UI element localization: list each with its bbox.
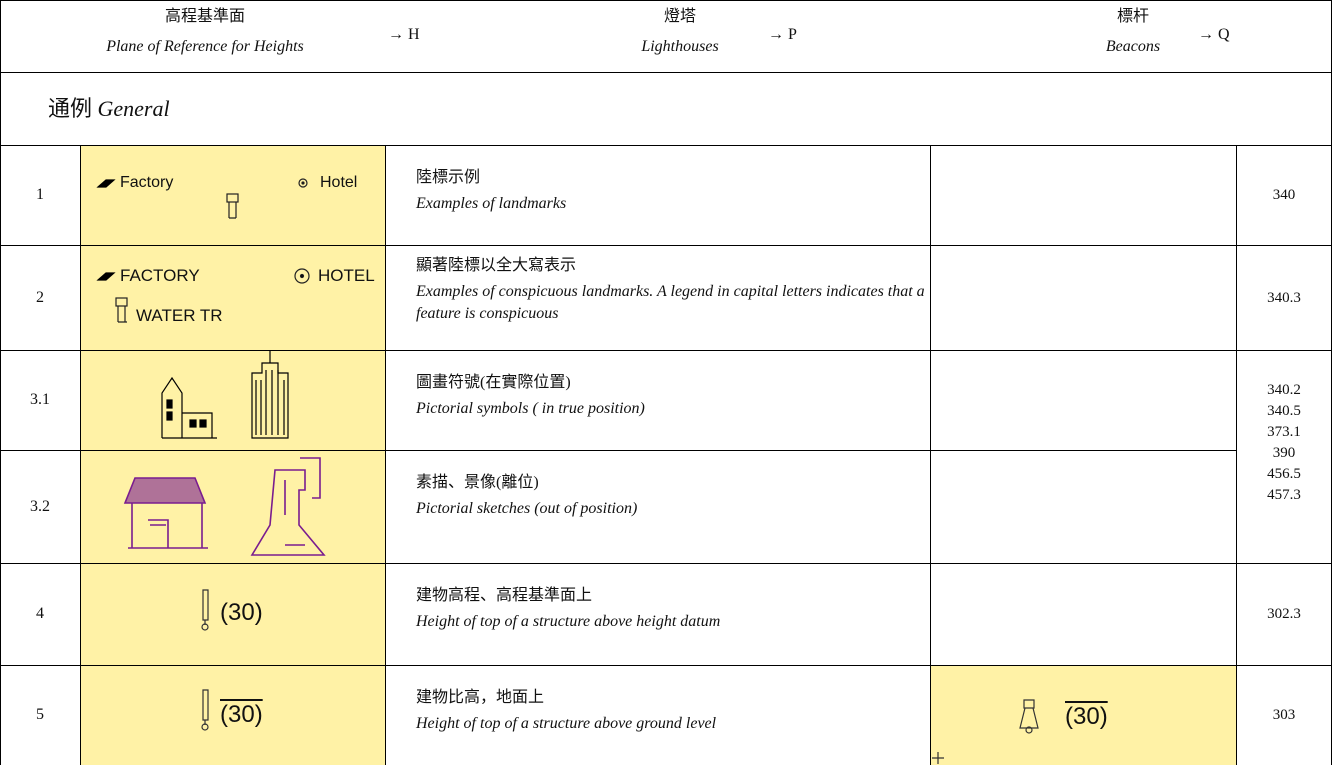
header-ref: → H	[388, 26, 420, 43]
description-zh: 素描、景像(離位)	[416, 474, 539, 491]
description-zh: 建物高程、高程基準面上	[416, 587, 593, 604]
row-number: 5	[36, 706, 44, 723]
reference: 373.1	[1267, 424, 1301, 440]
header-zh: 高程基準面	[164, 8, 245, 25]
symbol-column	[81, 146, 385, 765]
header-zh: 燈塔	[663, 8, 696, 25]
description-zh: 建物比高，地面上	[416, 689, 545, 706]
beacon-cell	[931, 666, 1236, 765]
header-en: Lighthouses	[641, 38, 719, 55]
description-zh: 顯著陸標以全大寫表示	[416, 257, 577, 274]
description-zh: 陸標示例	[416, 169, 481, 186]
reference: 390	[1272, 445, 1296, 461]
header-en: Plane of Reference for Heights	[106, 38, 304, 55]
reference: 340.5	[1267, 403, 1301, 419]
symbol-label: (30)	[220, 599, 263, 626]
reference: 302.3	[1267, 606, 1301, 622]
header-en: Beacons	[1105, 38, 1161, 55]
section-title: 通例 General	[48, 96, 170, 122]
row-number: 1	[36, 186, 44, 203]
symbol-label: HOTEL	[318, 266, 375, 285]
symbol-label: (30)	[220, 701, 263, 728]
symbol-label: FACTORY	[120, 266, 200, 285]
header-ref: → Q	[1198, 26, 1230, 43]
description-en: Examples of landmarks	[416, 195, 567, 212]
header-ref: → P	[768, 26, 797, 43]
reference: 456.5	[1267, 466, 1301, 482]
symbol-label: Factory	[120, 174, 174, 191]
row-number: 3.1	[30, 391, 50, 408]
description-en: Height of top of a structure above heigh…	[416, 613, 721, 630]
symbol-label: (30)	[1065, 703, 1108, 730]
symbol-label: WATER TR	[136, 306, 223, 325]
reference: 340	[1272, 187, 1296, 203]
header-zh: 標杆	[1116, 8, 1149, 25]
reference: 303	[1272, 707, 1296, 723]
row-number: 3.2	[30, 497, 50, 515]
description-zh: 圖畫符號(在實際位置)	[416, 374, 571, 391]
section-en: General	[97, 96, 170, 121]
description-en: Pictorial symbols ( in true position)	[416, 400, 645, 417]
symbol-label: Hotel	[320, 174, 358, 191]
description-en: Pictorial sketches (out of position)	[416, 500, 638, 517]
row-number: 4	[36, 605, 44, 622]
reference: 457.3	[1267, 487, 1301, 503]
reference: 340.3	[1267, 289, 1301, 306]
row-number: 2	[36, 288, 44, 306]
description-en: Examples of conspicuous landmarks. A leg…	[416, 283, 925, 322]
section-zh: 通例	[48, 96, 93, 121]
description-en: Height of top of a structure above groun…	[416, 715, 717, 732]
reference: 340.2	[1267, 382, 1301, 398]
